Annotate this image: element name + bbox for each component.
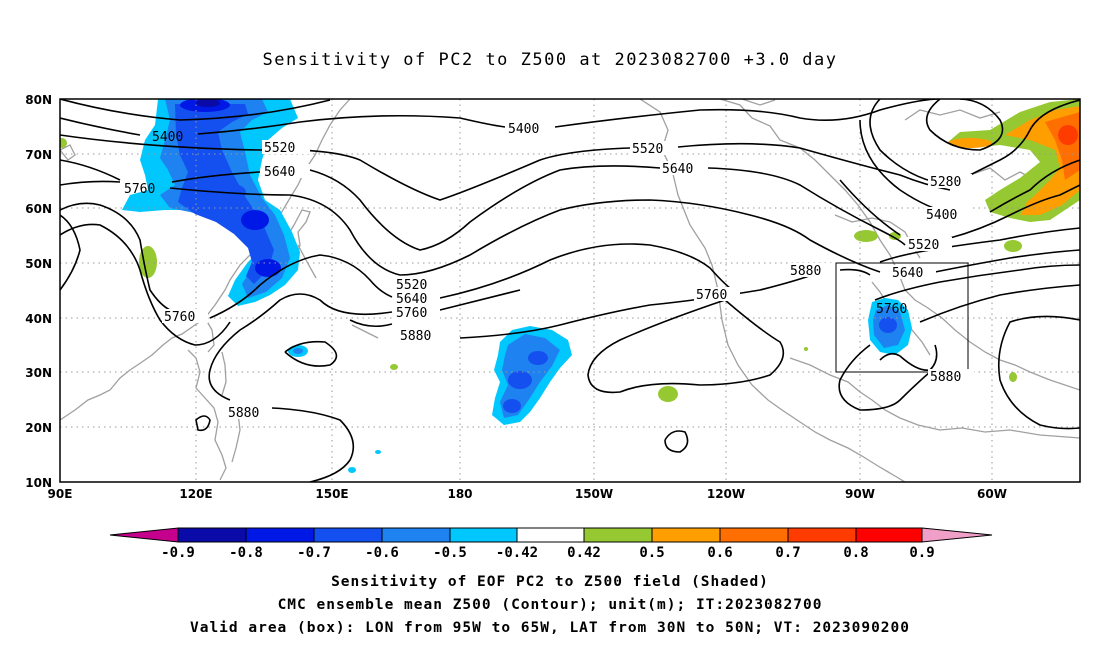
colorbar-label: 0.5 — [639, 545, 664, 561]
lat-label: 70N — [25, 148, 52, 162]
map-title: Sensitivity of PC2 to Z500 at 2023082700… — [262, 50, 838, 70]
colorbar-label: -0.5 — [433, 545, 467, 561]
contour-label: 5400 — [926, 208, 957, 223]
lat-label: 50N — [25, 257, 52, 271]
contour-label: 5520 — [264, 141, 295, 156]
lon-label: 150E — [315, 487, 348, 501]
colorbar-label: -0.7 — [297, 545, 331, 561]
colorbar-label: -0.6 — [365, 545, 399, 561]
z500-contours — [60, 99, 1080, 482]
colorbar-bin — [516, 527, 585, 543]
contour-label: 5640 — [264, 165, 295, 180]
lon-label: 90E — [48, 487, 73, 501]
contour-label: 5760 — [696, 288, 727, 303]
contour-label: 5280 — [930, 175, 961, 190]
colorbar-bin — [719, 527, 789, 543]
contour-label: 5880 — [790, 264, 821, 279]
colorbar-label: 0.8 — [843, 545, 868, 561]
colorbar-bin — [381, 527, 451, 543]
colorbar-label: -0.42 — [496, 545, 538, 561]
contour-label: 5760 — [164, 310, 195, 325]
contour-label: 5880 — [400, 329, 431, 344]
contour-labels: 5400 5400 5520 5520 5640 5640 5760 5280 … — [124, 120, 974, 421]
lat-label: 30N — [25, 366, 52, 380]
valid-area-box — [835, 262, 969, 373]
contour-label: 5520 — [396, 278, 427, 293]
contour-label: 5640 — [662, 162, 693, 177]
sensitivity-shading — [60, 99, 1080, 473]
colorbar-high-arrow — [921, 527, 993, 543]
contour-label: 5760 — [396, 306, 427, 321]
colorbar-bin — [449, 527, 518, 543]
lon-label: 120E — [179, 487, 212, 501]
lon-label: 60W — [977, 487, 1007, 501]
colorbar-labels: -0.9 -0.8 -0.7 -0.6 -0.5 -0.42 0.42 0.5 … — [161, 545, 935, 561]
lon-label: 120W — [707, 487, 745, 501]
colorbar-bin — [583, 527, 653, 543]
lon-axis-labels: 90E 120E 150E 180 150W 120W 90W 60W — [48, 487, 1007, 501]
contour-label: 5760 — [876, 302, 907, 317]
map-frame — [59, 98, 1081, 483]
contour-label: 5880 — [228, 406, 259, 421]
graticule — [60, 99, 1080, 482]
colorbar-low-arrow — [109, 527, 179, 543]
map-figure: 5400 5400 5520 5520 5640 5640 5760 5280 … — [25, 93, 1081, 561]
colorbar-bin — [245, 527, 315, 543]
colorbar-bin — [651, 527, 721, 543]
lon-label: 180 — [447, 487, 472, 501]
lat-label: 20N — [25, 421, 52, 435]
contour-label: 5400 — [152, 130, 183, 145]
contour-label: 5400 — [508, 122, 539, 137]
colorbar-bin — [787, 527, 857, 543]
lat-label: 40N — [25, 312, 52, 326]
lon-label: 90W — [845, 487, 875, 501]
colorbar-label: -0.9 — [161, 545, 195, 561]
caption-valid-area: Valid area (box): LON from 95W to 65W, L… — [189, 620, 910, 636]
colorbar — [109, 527, 993, 543]
caption-contour: CMC ensemble mean Z500 (Contour); unit(m… — [277, 597, 823, 613]
contour-label: 5520 — [908, 238, 939, 253]
colorbar-label: 0.9 — [909, 545, 934, 561]
colorbar-label: 0.42 — [567, 545, 601, 561]
lat-label: 60N — [25, 202, 52, 216]
contour-label: 5760 — [124, 182, 155, 197]
caption-shading: Sensitivity of EOF PC2 to Z500 field (Sh… — [331, 574, 769, 590]
lat-label: 80N — [25, 93, 52, 107]
colorbar-label: 0.6 — [707, 545, 732, 561]
contour-label: 5880 — [930, 370, 961, 385]
lat-axis-labels: 80N 70N 60N 50N 40N 30N 20N 10N — [25, 93, 52, 490]
colorbar-label: 0.7 — [775, 545, 800, 561]
colorbar-bin — [313, 527, 383, 543]
colorbar-bin — [855, 527, 923, 543]
contour-label: 5520 — [632, 142, 663, 157]
colorbar-bin — [177, 527, 247, 543]
contour-label: 5640 — [892, 266, 923, 281]
lat-label: 10N — [25, 476, 52, 490]
colorbar-label: -0.8 — [229, 545, 263, 561]
lon-label: 150W — [575, 487, 613, 501]
contour-label: 5640 — [396, 292, 427, 307]
